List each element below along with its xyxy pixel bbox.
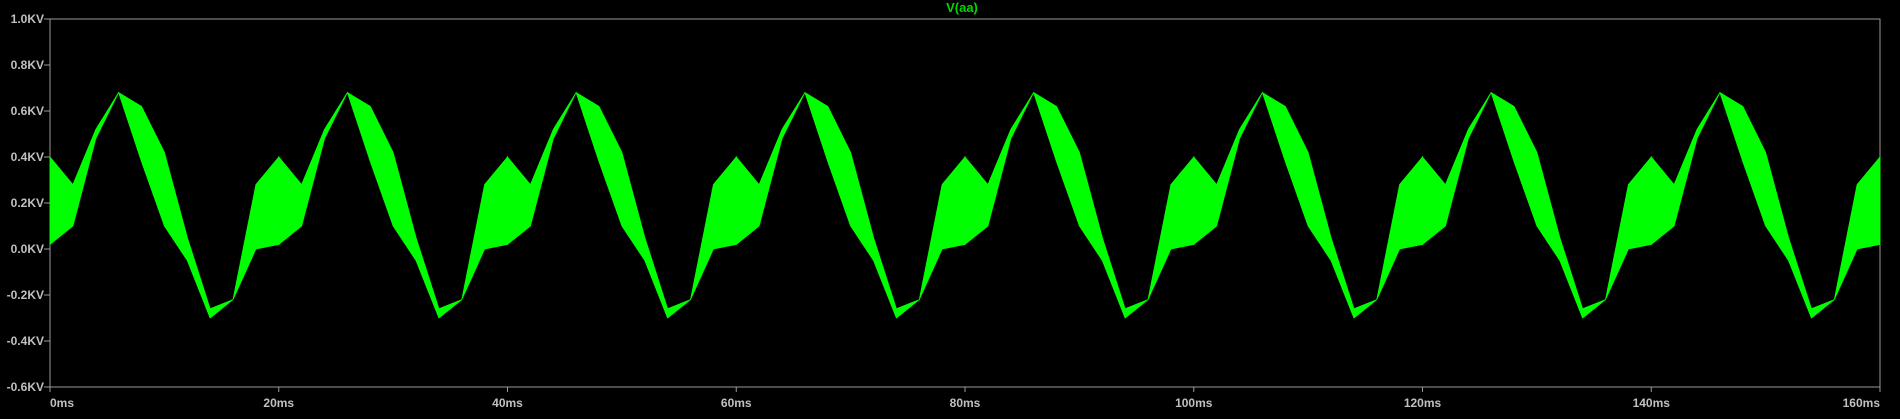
y-axis: 1.0KV 0.8KV 0.6KV 0.4KV 0.2KV 0.0KV -0.2KV -0.4…: [7, 12, 50, 394]
waveform-cycle: [1423, 93, 1652, 318]
x-tick-label: 100ms: [1175, 396, 1213, 410]
x-tick-label: 80ms: [950, 396, 981, 410]
waveform-cycle: [1651, 93, 1880, 318]
y-tick-label: 0.6KV: [11, 104, 44, 118]
y-tick-label: -0.4KV: [7, 334, 44, 348]
x-tick-label: 160ms: [1843, 396, 1881, 410]
waveform-cycle: [508, 93, 737, 318]
y-tick-label: -0.2KV: [7, 288, 44, 302]
y-tick-label: 0.8KV: [11, 58, 44, 72]
waveform-cycle: [736, 93, 965, 318]
waveform-cycle: [279, 93, 508, 318]
y-tick-label: -0.6KV: [7, 380, 44, 394]
x-tick-label: 20ms: [263, 396, 294, 410]
chart-title: V(aa): [946, 0, 978, 15]
series-v-aa: [50, 93, 1880, 318]
y-tick-label: 0.0KV: [11, 242, 44, 256]
x-tick-label: 120ms: [1404, 396, 1442, 410]
y-tick-label: 0.2KV: [11, 196, 44, 210]
x-tick-label: 60ms: [721, 396, 752, 410]
y-tick-label: 1.0KV: [11, 12, 44, 26]
x-tick-label: 0ms: [50, 396, 74, 410]
y-tick-label: 0.4KV: [11, 150, 44, 164]
x-tick-label: 140ms: [1633, 396, 1671, 410]
waveform-cycle: [965, 93, 1194, 318]
waveform-cycle: [50, 93, 279, 318]
x-tick-label: 40ms: [492, 396, 523, 410]
x-axis: 0ms 20ms 40ms 60ms 80ms 100ms 120ms 140ms 160ms: [50, 387, 1880, 410]
waveform-cycle: [1194, 93, 1423, 318]
